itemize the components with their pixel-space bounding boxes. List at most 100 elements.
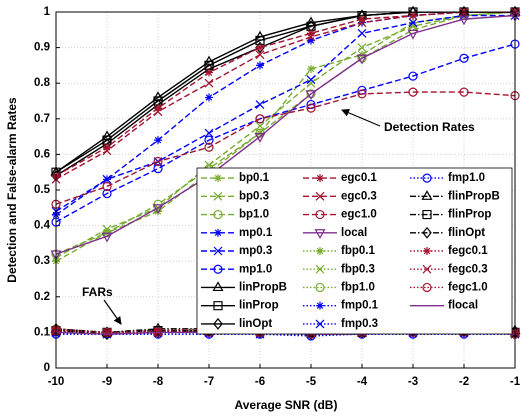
marker bbox=[204, 128, 214, 138]
marker bbox=[356, 54, 368, 65]
y-tick-label: 1 bbox=[44, 6, 51, 18]
x-tick-label: -2 bbox=[459, 376, 469, 388]
y-tick-label: 0 bbox=[44, 362, 50, 374]
marker bbox=[154, 207, 162, 216]
marker bbox=[154, 326, 162, 335]
legend-label: mp1.0 bbox=[239, 263, 272, 275]
marker bbox=[102, 181, 112, 192]
legend-marker bbox=[213, 209, 223, 220]
marker bbox=[204, 135, 214, 145]
legend-marker bbox=[213, 317, 223, 330]
legend-marker bbox=[213, 301, 223, 311]
legend-marker bbox=[422, 226, 432, 239]
legend-label: bp0.1 bbox=[239, 172, 270, 184]
marker bbox=[307, 29, 315, 38]
legend-marker bbox=[214, 228, 222, 237]
marker bbox=[357, 18, 367, 28]
legend-label: fbp1.0 bbox=[341, 281, 375, 293]
legend-marker bbox=[423, 247, 431, 255]
marker bbox=[307, 64, 315, 73]
marker bbox=[408, 87, 418, 97]
y-tick-label: 0.4 bbox=[34, 220, 51, 232]
marker bbox=[102, 327, 112, 337]
marker bbox=[102, 188, 112, 199]
marker bbox=[306, 75, 316, 85]
marker bbox=[357, 43, 367, 53]
marker bbox=[103, 143, 111, 152]
marker bbox=[256, 43, 264, 52]
legend-label: fegc1.0 bbox=[448, 281, 488, 293]
legend-label: fegc0.1 bbox=[448, 245, 488, 257]
y-tick-label: 0.3 bbox=[34, 255, 50, 267]
series-line bbox=[56, 12, 515, 177]
legend-label: fmp0.1 bbox=[341, 300, 379, 312]
legend-marker bbox=[315, 191, 325, 201]
marker bbox=[306, 32, 316, 42]
marker bbox=[255, 41, 265, 54]
legend-marker bbox=[315, 282, 325, 293]
marker bbox=[255, 114, 265, 124]
marker bbox=[256, 61, 264, 70]
legend-label: egc0.1 bbox=[341, 172, 377, 184]
marker bbox=[205, 93, 213, 102]
x-tick-label: -9 bbox=[102, 376, 112, 388]
y-tick-label: 0.8 bbox=[34, 77, 51, 89]
legend-label: linOpt bbox=[239, 318, 272, 330]
legend-label: flinOpt bbox=[448, 227, 485, 239]
marker bbox=[255, 50, 265, 60]
x-axis-label: Average SNR (dB) bbox=[235, 398, 338, 412]
legend-marker bbox=[422, 282, 432, 293]
series-line bbox=[56, 91, 515, 205]
marker bbox=[205, 68, 213, 77]
legend-label: linProp bbox=[239, 300, 279, 312]
legend-label: bp1.0 bbox=[239, 209, 269, 221]
marker bbox=[153, 164, 163, 174]
marker bbox=[152, 204, 164, 215]
marker bbox=[255, 35, 265, 46]
marker bbox=[154, 104, 162, 113]
annotation-arrow bbox=[103, 299, 122, 325]
marker bbox=[254, 133, 266, 143]
legend-marker bbox=[421, 190, 433, 200]
x-tick-label: -3 bbox=[408, 376, 418, 388]
marker bbox=[255, 100, 265, 109]
legend-label: mp0.1 bbox=[239, 227, 273, 239]
legend-marker bbox=[315, 209, 325, 220]
legend-label: bp0.3 bbox=[239, 190, 269, 202]
legend-label: fmp1.0 bbox=[448, 172, 485, 184]
x-tick-label: -5 bbox=[306, 376, 317, 388]
legend-label: fmp0.3 bbox=[341, 318, 378, 330]
y-tick-label: 0.5 bbox=[34, 184, 51, 196]
legend-label: mp0.3 bbox=[239, 245, 272, 257]
marker bbox=[153, 107, 163, 117]
x-tick-label: -8 bbox=[153, 376, 164, 388]
marker bbox=[204, 142, 214, 152]
series-line bbox=[56, 12, 515, 173]
series-line bbox=[56, 14, 515, 255]
legend-marker bbox=[212, 281, 224, 292]
legend-marker bbox=[422, 264, 432, 274]
marker bbox=[357, 28, 367, 38]
marker bbox=[407, 29, 419, 40]
series-line bbox=[56, 14, 515, 212]
x-tick-label: -6 bbox=[255, 376, 265, 388]
legend-marker bbox=[315, 264, 325, 274]
legend-marker bbox=[316, 247, 324, 255]
marker bbox=[307, 36, 315, 45]
annotation: FARs bbox=[82, 285, 113, 299]
legend-marker bbox=[214, 174, 222, 183]
marker bbox=[153, 156, 163, 167]
series-line bbox=[56, 43, 515, 223]
legend-label: fbp0.1 bbox=[341, 245, 375, 257]
marker bbox=[459, 6, 469, 18]
legend-marker bbox=[213, 246, 223, 256]
marker bbox=[408, 11, 418, 20]
marker bbox=[101, 232, 113, 243]
legend-marker bbox=[213, 191, 223, 201]
legend-marker bbox=[316, 301, 324, 310]
marker bbox=[357, 89, 367, 99]
marker bbox=[204, 78, 214, 88]
marker bbox=[255, 121, 265, 131]
legend-marker bbox=[314, 229, 326, 240]
legend-label: fegc0.3 bbox=[448, 263, 488, 275]
